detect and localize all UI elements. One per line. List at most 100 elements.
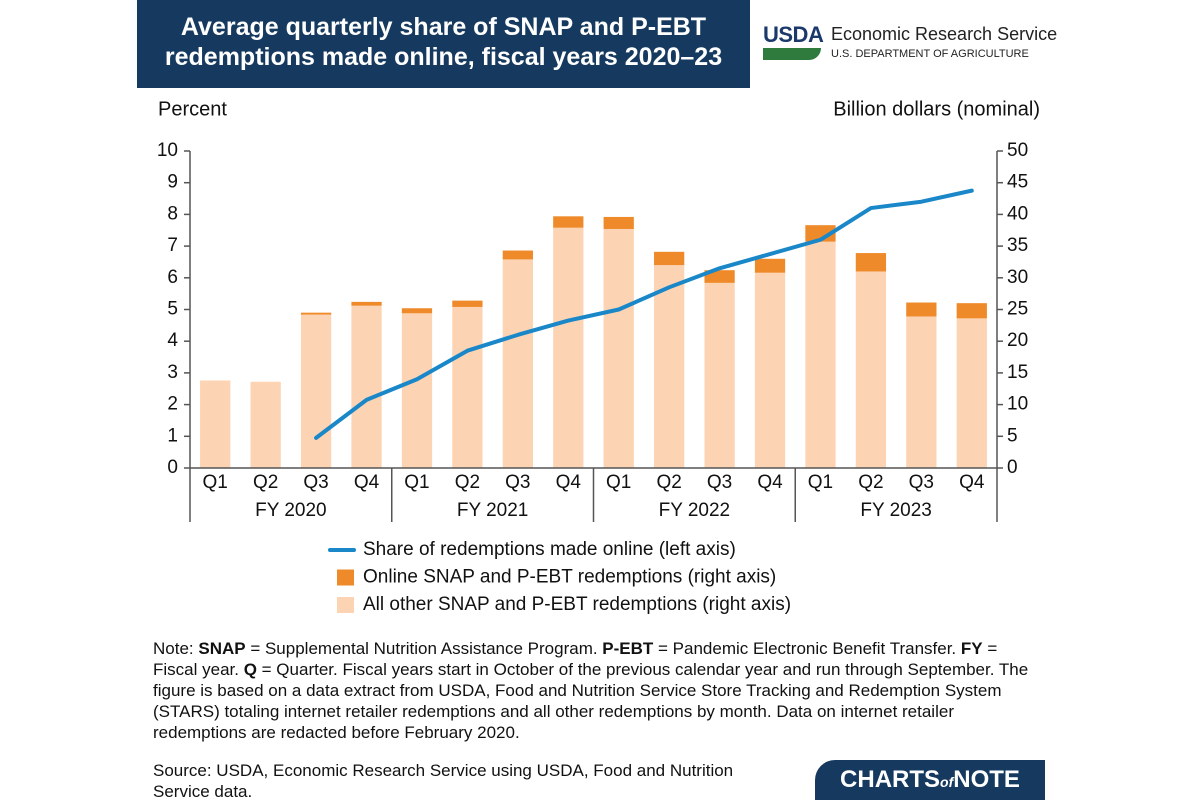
bar <box>754 258 786 273</box>
y2-tick-label: 30 <box>1007 267 1028 288</box>
y2-tick-label: 0 <box>1007 457 1018 478</box>
note-text: = Supplemental Nutrition Assistance Prog… <box>245 639 603 658</box>
bar <box>401 308 433 314</box>
x-tick-label: Q1 <box>203 472 228 493</box>
y2-tick-label: 50 <box>1007 140 1028 161</box>
bar <box>452 306 483 468</box>
legend-swatch <box>337 597 354 613</box>
bar <box>200 380 231 468</box>
note-text: P-EBT <box>602 639 654 658</box>
bar <box>351 305 382 468</box>
bar <box>704 270 735 283</box>
bar <box>704 282 735 468</box>
x-tick-label: Q4 <box>354 472 380 493</box>
group-label: FY 2022 <box>659 500 730 521</box>
x-tick-label: Q1 <box>606 472 631 493</box>
x-tick-label: Q4 <box>757 472 783 493</box>
y-tick-label: 3 <box>167 362 178 383</box>
y-tick-label: 9 <box>167 172 178 193</box>
chart-title: Average quarterly share of SNAP and P-EB… <box>137 0 750 88</box>
x-tick-label: Q2 <box>455 472 480 493</box>
y2-tick-label: 25 <box>1007 299 1028 320</box>
chart: Percent Billion dollars (nominal) 012345… <box>157 98 1040 615</box>
legend-swatch <box>337 569 354 586</box>
note: Note: SNAP = Supplemental Nutrition Assi… <box>153 638 1033 743</box>
y2-tick-label: 45 <box>1007 172 1028 193</box>
bar <box>906 316 937 468</box>
legend-label: Share of redemptions made online (left a… <box>363 539 736 560</box>
bar <box>502 250 533 260</box>
y-tick-label: 1 <box>167 425 178 446</box>
bar <box>300 314 332 468</box>
y-tick-label: 0 <box>167 457 178 478</box>
y-tick-label: 10 <box>157 140 178 161</box>
y2-tick-label: 20 <box>1007 330 1028 351</box>
bar <box>603 216 634 229</box>
y-tick-label: 2 <box>167 394 178 415</box>
y2-tick-label: 10 <box>1007 394 1028 415</box>
bar <box>351 301 382 306</box>
logo-swoosh <box>763 48 821 60</box>
x-tick-label: Q3 <box>707 472 732 493</box>
brand-of: of <box>940 774 954 790</box>
bar <box>805 225 836 242</box>
y-tick-label: 5 <box>167 299 178 320</box>
x-tick-label: Q3 <box>505 472 530 493</box>
note-text: Q <box>243 660 257 679</box>
x-tick-label: Q2 <box>253 472 278 493</box>
brand-main: CHARTS <box>840 766 941 793</box>
note-text: = Fiscal year. <box>153 639 998 679</box>
group-label: FY 2020 <box>255 500 326 521</box>
x-tick-label: Q2 <box>656 472 681 493</box>
note-text: = Pandemic Electronic Benefit Transfer. <box>653 639 961 658</box>
bar <box>654 265 685 468</box>
x-tick-label: Q3 <box>303 472 328 493</box>
x-tick-label: Q4 <box>556 472 582 493</box>
logo-agency: Economic Research Service <box>831 24 1058 44</box>
bar <box>452 300 483 307</box>
bar <box>300 312 332 315</box>
note-text: Note: <box>153 639 199 658</box>
y-tick-label: 7 <box>167 235 178 256</box>
x-tick-label: Q1 <box>404 472 429 493</box>
bar <box>250 381 281 468</box>
y-tick-label: 8 <box>167 203 178 224</box>
note-text: FY <box>960 639 983 658</box>
y-axis-title: Percent <box>158 98 227 120</box>
bar <box>805 241 836 468</box>
bar <box>654 251 685 266</box>
y2-tick-label: 35 <box>1007 235 1028 256</box>
logo-department: U.S. DEPARTMENT OF AGRICULTURE <box>831 48 1029 60</box>
bar <box>956 303 987 319</box>
brand: CHARTSofNOTE <box>815 760 1045 800</box>
bar <box>906 302 937 317</box>
bar <box>754 272 786 468</box>
bar <box>855 271 887 468</box>
x-tick-label: Q2 <box>858 472 883 493</box>
group-label: FY 2023 <box>860 500 931 521</box>
brand-end: NOTE <box>953 766 1020 793</box>
y-tick-label: 6 <box>167 267 178 288</box>
bar <box>603 228 634 468</box>
legend-label: Online SNAP and P-EBT redemptions (right… <box>363 567 776 588</box>
bar <box>553 216 584 228</box>
group-label: FY 2021 <box>457 500 528 521</box>
y2-tick-label: 40 <box>1007 203 1028 224</box>
bar <box>502 259 533 468</box>
bar <box>956 318 987 468</box>
y2-axis-title: Billion dollars (nominal) <box>833 98 1040 120</box>
x-tick-label: Q3 <box>909 472 934 493</box>
note-text: = Quarter. Fiscal years start in October… <box>153 660 1029 742</box>
note-text: SNAP <box>198 639 246 658</box>
bar <box>855 253 887 272</box>
line <box>314 188 974 440</box>
bar <box>401 313 433 468</box>
y2-tick-label: 15 <box>1007 362 1028 383</box>
legend-label: All other SNAP and P-EBT redemptions (ri… <box>363 594 791 615</box>
logo-mark: USDA <box>763 22 824 47</box>
x-tick-label: Q1 <box>808 472 833 493</box>
y-tick-label: 4 <box>167 330 178 351</box>
source: Source: USDA, Economic Research Service … <box>153 761 734 801</box>
bar <box>553 227 584 468</box>
